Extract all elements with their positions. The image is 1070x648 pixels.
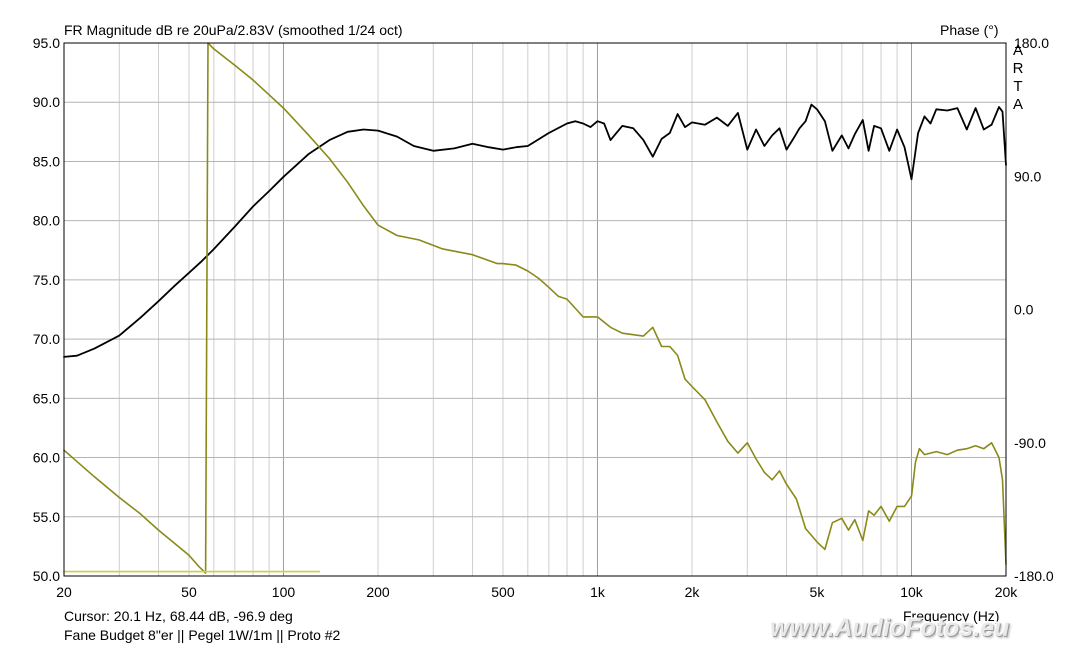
y2-tick-label: 180.0	[1014, 35, 1049, 51]
chart-title: FR Magnitude dB re 20uPa/2.83V (smoothed…	[64, 22, 403, 38]
arta-brand: A R T A	[1010, 42, 1026, 114]
y-tick-label: 65.0	[33, 390, 60, 406]
y-tick-label: 70.0	[33, 331, 60, 347]
grid	[64, 43, 1006, 576]
cursor-readout: Cursor: 20.1 Hz, 68.44 dB, -96.9 deg	[64, 608, 293, 624]
y2-tick-label: 90.0	[1014, 168, 1041, 184]
x-tick-label: 1k	[590, 584, 606, 600]
y-tick-label: 55.0	[33, 509, 60, 525]
y2-tick-label: -180.0	[1014, 568, 1054, 584]
curves	[63, 42, 1007, 574]
magnitude-curve	[63, 103, 1007, 358]
y-tick-label: 90.0	[33, 94, 60, 110]
y-tick-label: 95.0	[33, 35, 60, 51]
caption: Fane Budget 8"er || Pegel 1W/1m || Proto…	[64, 627, 341, 643]
brand-letter: A	[1012, 42, 1023, 59]
x-tick-label: 20k	[995, 584, 1019, 600]
y-tick-label: 50.0	[33, 568, 60, 584]
x-tick-label: 2k	[685, 584, 701, 600]
watermark: www.AudioFotos.eu	[770, 614, 1010, 642]
x-tick-label: 100	[272, 584, 296, 600]
y2-axis-ticks: -180.0 -90.0 0.0 90.0 180.0	[1014, 35, 1054, 584]
x-axis-ticks: 20 50 100 200 500 1k 2k 5k 10k 20k	[56, 584, 1018, 600]
y-axis-ticks: 50.0 55.0 60.0 65.0 70.0 75.0 80.0 85.0 90.0 95.0	[33, 35, 60, 584]
y-tick-label: 85.0	[33, 153, 60, 169]
x-tick-label: 200	[366, 584, 390, 600]
plot-frame	[63, 42, 1007, 577]
brand-letter: A	[1012, 96, 1023, 113]
brand-letter: T	[1013, 78, 1023, 95]
phase-axis-title: Phase (°)	[940, 22, 999, 38]
phase-curve	[63, 42, 1007, 574]
y-tick-label: 75.0	[33, 272, 60, 288]
y2-tick-label: -90.0	[1014, 435, 1046, 451]
brand-letter: R	[1012, 60, 1024, 77]
x-tick-label: 10k	[900, 584, 924, 600]
x-tick-label: 5k	[810, 584, 826, 600]
x-tick-label: 50	[181, 584, 197, 600]
x-tick-label: 20	[56, 584, 72, 600]
x-axis-title: Frequency (Hz)	[903, 608, 1000, 624]
y2-tick-label: 0.0	[1014, 302, 1034, 318]
x-tick-label: 500	[491, 584, 515, 600]
y-tick-label: 60.0	[33, 450, 60, 466]
y-tick-label: 80.0	[33, 213, 60, 229]
